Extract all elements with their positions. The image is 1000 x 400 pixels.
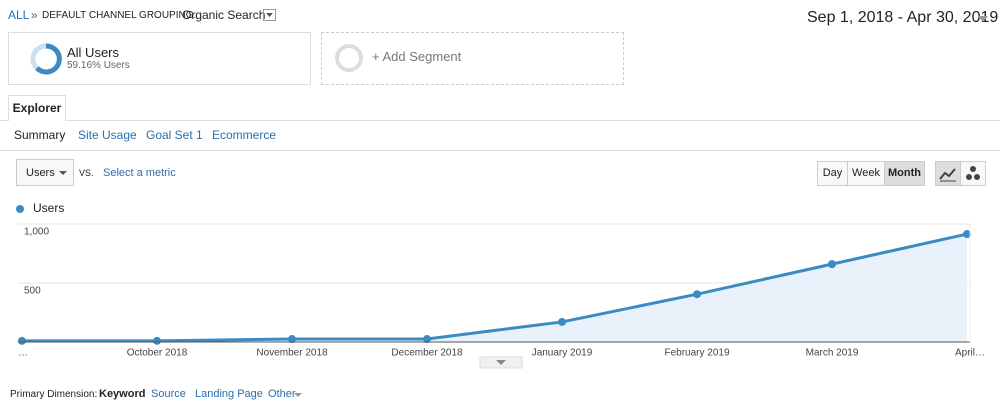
add-segment[interactable]: + Add Segment xyxy=(372,49,462,64)
x-tick-label: January 2019 xyxy=(532,348,593,359)
granularity-button[interactable]: Week xyxy=(847,161,885,186)
subtab[interactable]: Summary xyxy=(14,128,66,142)
motion-chart-button[interactable] xyxy=(960,161,986,186)
breadcrumb-separator: » xyxy=(31,8,38,22)
point xyxy=(423,335,431,344)
subtab[interactable]: Ecommerce xyxy=(212,128,277,142)
granularity-button[interactable]: Day xyxy=(817,161,848,186)
segment-detail: 59.16% Users xyxy=(67,60,130,71)
secondary-metric[interactable]: Select a metric xyxy=(103,167,176,179)
breadcrumb-dropdown[interactable] xyxy=(263,9,276,21)
y-tick-label: 500 xyxy=(24,286,41,297)
dimension-option[interactable]: Landing Page xyxy=(195,388,263,400)
x-tick-label: February 2019 xyxy=(664,348,729,359)
x-tick-label: March 2019 xyxy=(806,348,859,359)
segment-card[interactable] xyxy=(8,32,311,85)
subtab-rule xyxy=(0,150,1000,151)
line xyxy=(22,232,968,343)
dimension-option[interactable]: Keyword xyxy=(99,388,146,400)
x-tick-label: October 2018 xyxy=(127,348,188,359)
x-tick-label: December 2018 xyxy=(391,348,463,359)
point xyxy=(828,260,836,269)
point xyxy=(558,317,566,326)
add-segment-circle xyxy=(335,44,363,72)
segment-donut xyxy=(30,43,62,75)
date-dropdown[interactable] xyxy=(976,14,990,24)
legend-marker xyxy=(16,205,24,213)
x-tick-label: … xyxy=(18,348,28,359)
y-tick-label: 1,000 xyxy=(24,227,49,238)
chart: Users 500 1,000 … October 2018 November 2018 D… xyxy=(16,201,985,369)
tab-rule xyxy=(0,120,1000,121)
x-tick-label: November 2018 xyxy=(256,348,328,359)
breadcrumb-root[interactable]: ALL xyxy=(8,8,30,22)
line-chart-button[interactable] xyxy=(935,161,961,186)
subtab[interactable]: Goal Set 1 xyxy=(146,128,203,142)
breadcrumb-value: Organic Search xyxy=(182,8,266,22)
dimension-arrow xyxy=(294,393,302,397)
breadcrumb-dimension: DEFAULT CHANNEL GROUPING: xyxy=(42,10,197,21)
point xyxy=(963,230,971,239)
point xyxy=(288,335,296,344)
granularity-button[interactable]: Month xyxy=(884,161,925,186)
dimension-label: Primary Dimension: xyxy=(10,389,98,400)
subtab[interactable]: Site Usage xyxy=(78,128,137,142)
add-segment-card[interactable] xyxy=(321,32,624,85)
expand-arrow xyxy=(496,360,506,365)
tab[interactable]: Explorer xyxy=(8,95,66,121)
area xyxy=(22,234,967,342)
date-range[interactable]: Sep 1, 2018 - Apr 30, 2019 xyxy=(807,9,999,26)
point xyxy=(693,290,701,299)
vs: VS. xyxy=(79,168,94,178)
dimension-option[interactable]: Source xyxy=(151,388,186,400)
legend-label: Users xyxy=(33,201,64,215)
metric: Users xyxy=(26,167,55,179)
point xyxy=(18,336,26,345)
segment-name: All Users xyxy=(67,45,120,60)
x-tick-label: April… xyxy=(955,348,985,359)
dimension-option[interactable]: Other xyxy=(268,388,296,400)
metric-arrow xyxy=(59,171,67,175)
point xyxy=(153,336,161,345)
